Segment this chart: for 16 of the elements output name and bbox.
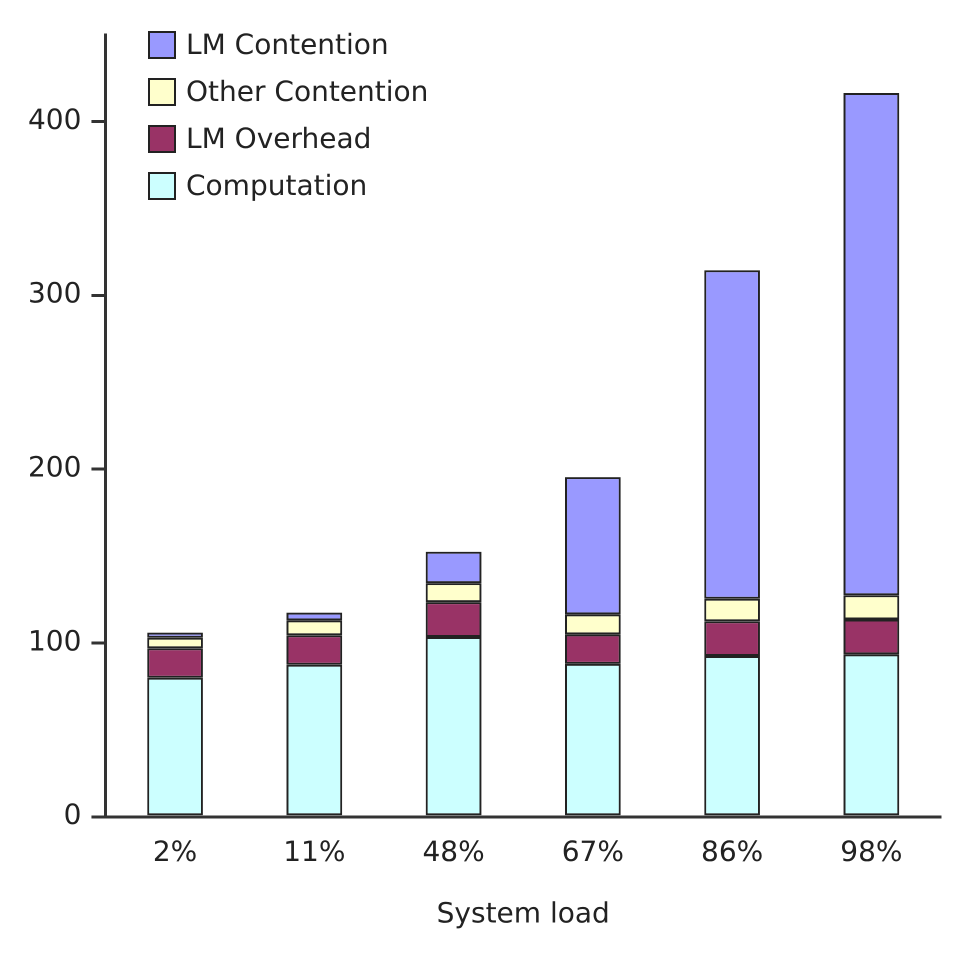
x-tick-label: 48% xyxy=(422,834,485,868)
legend-label: LM Overhead xyxy=(186,122,372,155)
y-tick-label: 400 xyxy=(28,102,82,136)
x-tick-label: 2% xyxy=(152,834,198,868)
legend-label: LM Contention xyxy=(186,28,389,61)
legend-label: Other Contention xyxy=(186,75,428,108)
legend-label: Computation xyxy=(186,169,368,202)
y-tick-label: 0 xyxy=(64,798,82,832)
y-tick-label: 100 xyxy=(28,624,82,658)
y-tick-label: 300 xyxy=(28,276,82,310)
x-tick-label: 86% xyxy=(700,834,764,868)
x-tick-label: 67% xyxy=(562,834,624,868)
x-axis-title: System load xyxy=(436,896,610,930)
x-tick-label: 98% xyxy=(840,834,902,868)
y-tick-label: 200 xyxy=(28,450,82,484)
x-tick-label: 11% xyxy=(283,834,346,868)
